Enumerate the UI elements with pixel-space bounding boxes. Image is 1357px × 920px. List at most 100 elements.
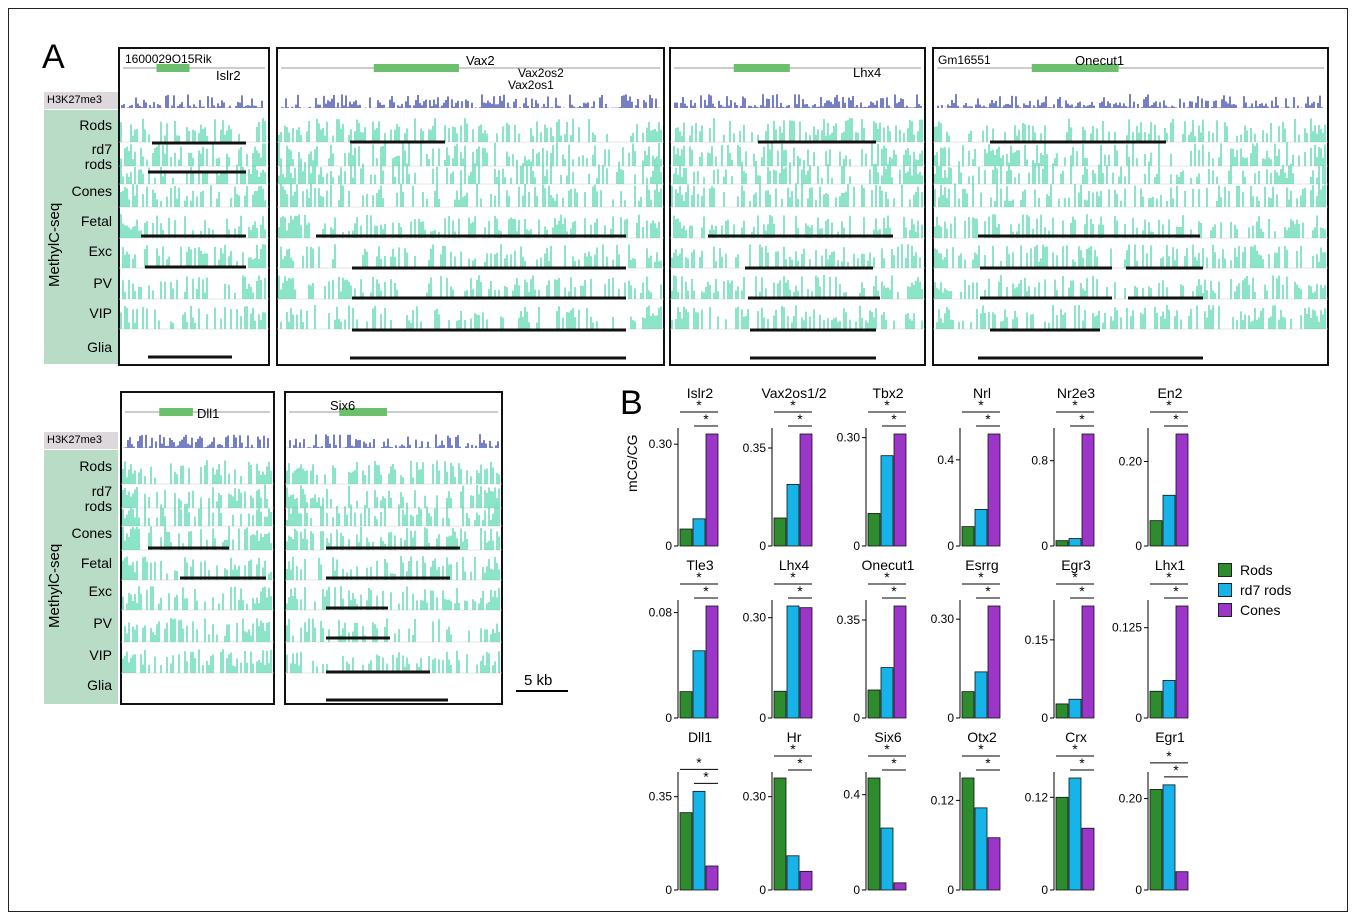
bar-cones (987, 605, 1001, 719)
methylation-track (675, 118, 923, 142)
methylation-track (122, 649, 272, 673)
legend-label-rd7-rods: rd7 rods (1240, 582, 1292, 598)
bar-cones (799, 607, 813, 719)
bar-rods (1149, 690, 1163, 719)
bar-panel-title: Islr2 (687, 385, 714, 401)
bar-rd7-rods (880, 455, 894, 547)
row-label-glia: Glia (87, 339, 112, 355)
bar-panel-lhx4: Lhx4 0.30 0 ** (743, 557, 813, 725)
significance-star: * (703, 411, 709, 427)
methylation-track (122, 484, 268, 508)
methylation-track (278, 275, 662, 299)
bar-rods (773, 777, 787, 891)
row-label-fetal: Fetal (80, 555, 112, 571)
gene-exon (339, 408, 387, 416)
methylation-track (120, 142, 266, 166)
significance-star: * (797, 411, 803, 427)
row-label-rd7-rods: rd7 rods (84, 141, 112, 172)
bar-rods (679, 528, 693, 547)
bar-rd7-rods (974, 807, 988, 891)
bar-rd7-rods (786, 605, 800, 719)
methylation-track (671, 183, 923, 207)
bar-rd7-rods (692, 518, 706, 547)
bar-cones (1175, 605, 1189, 719)
methylation-track (280, 183, 662, 207)
scale-bar-label: 5 kb (524, 672, 553, 689)
y-tick-label-zero: 0 (665, 883, 672, 897)
methylc-seq-band-bottom: Rods rd7 rods Cones Fetal Exc PV VIP Gli… (44, 450, 118, 704)
bar-cones (893, 882, 907, 891)
row-label-pv: PV (93, 275, 112, 291)
gene-label-vax2os1: Vax2os1 (508, 78, 554, 92)
significance-star: * (1166, 748, 1172, 764)
bar-cones (1081, 433, 1095, 547)
bar-panel-en2: En2 0.20 0 ** (1119, 385, 1189, 553)
row-label-vip: VIP (89, 647, 112, 663)
bar-rd7-rods (786, 484, 800, 547)
y-tick-label-zero: 0 (1135, 883, 1142, 897)
gene-exon (1031, 64, 1119, 72)
bar-panel-nrl: Nrl 0.4 0 ** (937, 385, 1001, 553)
y-tick-label: 0.35 (649, 790, 673, 804)
methylation-track (120, 162, 266, 184)
y-tick-label-zero: 0 (853, 711, 860, 725)
bar-rods (1055, 540, 1069, 547)
bar-rd7-rods (880, 667, 894, 719)
row-label-rods: Rods (79, 458, 112, 474)
methylation-track (120, 305, 266, 329)
bar-panel-vax2os1-2: Vax2os1/2 0.35 0 ** (743, 385, 827, 553)
methylation-track (286, 502, 500, 526)
gene-exon (373, 64, 459, 72)
methylation-track (671, 275, 923, 299)
y-tick-label: 0.15 (1025, 633, 1049, 647)
row-label-fetal: Fetal (80, 213, 112, 229)
legend: Rods rd7 rods Cones (1218, 560, 1291, 620)
bar-rods (961, 777, 975, 891)
methylation-track (120, 214, 266, 238)
significance-star: * (884, 741, 890, 757)
methylation-track (278, 214, 660, 238)
y-tick-label: 0.12 (1025, 790, 1049, 804)
row-label-exc: Exc (88, 583, 112, 599)
bar-cones (705, 865, 719, 891)
bar-panel-title: En2 (1158, 385, 1183, 401)
bar-panel-tbx2: Tbx2 0.30 0 ** (837, 385, 907, 553)
methylation-track (120, 118, 266, 142)
bar-rods (867, 689, 881, 719)
significance-star: * (1079, 755, 1085, 771)
y-tick-label-zero: 0 (947, 711, 954, 725)
methylation-track (122, 586, 272, 610)
row-label-pv: PV (93, 615, 112, 631)
y-tick-label: 0.30 (743, 790, 767, 804)
gene-exon (159, 408, 193, 416)
bar-rd7-rods (974, 671, 988, 719)
methylation-track (286, 485, 500, 508)
y-tick-label-zero: 0 (1041, 539, 1048, 553)
row-label-cones: Cones (71, 183, 112, 199)
methylation-track (278, 118, 662, 142)
y-tick-label-zero: 0 (853, 883, 860, 897)
methylation-track (122, 244, 266, 268)
bar-rods (1149, 789, 1163, 891)
bar-rd7-rods (692, 650, 706, 719)
bar-panel-hr: Hr 0.30 0 ** (743, 729, 813, 897)
significance-star: * (790, 569, 796, 585)
methylation-track (278, 142, 662, 166)
significance-star: * (1072, 569, 1078, 585)
gene-label-six6: Six6 (330, 398, 355, 413)
bar-rd7-rods (1162, 680, 1176, 719)
bar-rods (679, 812, 693, 891)
h3k27me3-signal (287, 434, 499, 448)
bar-rods (1055, 796, 1069, 891)
legend-swatch-rd7-rods (1218, 583, 1232, 597)
h3k27me3-signal (672, 94, 922, 108)
significance-star: * (985, 755, 991, 771)
significance-star: * (978, 569, 984, 585)
bar-rods (961, 526, 975, 547)
bar-panel-title: Nr2e3 (1057, 385, 1095, 401)
y-tick-label: 0.125 (1112, 621, 1142, 635)
methylation-track (280, 305, 662, 329)
y-tick-label-zero: 0 (1135, 539, 1142, 553)
methylation-track (671, 244, 921, 268)
methylation-track (286, 650, 500, 673)
